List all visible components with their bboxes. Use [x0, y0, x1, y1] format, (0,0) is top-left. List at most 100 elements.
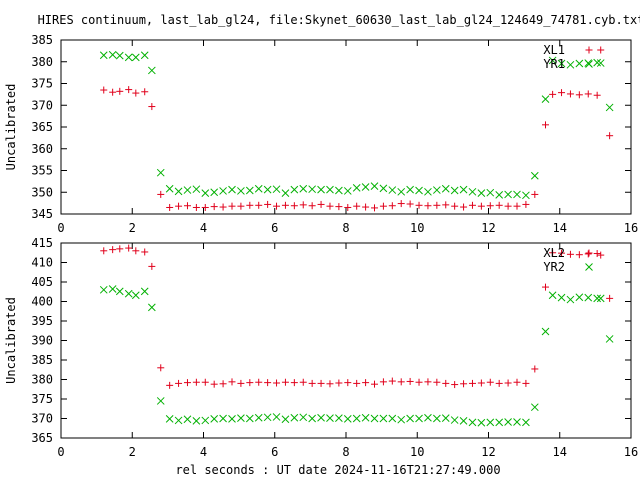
data-point — [192, 185, 201, 194]
data-point — [597, 46, 605, 54]
data-point — [272, 413, 281, 421]
data-point — [299, 378, 307, 386]
data-point — [486, 418, 495, 427]
x-tick-label: 16 — [624, 221, 638, 235]
data-point — [557, 59, 566, 68]
data-point — [460, 203, 468, 211]
data-point — [606, 294, 614, 302]
data-point — [131, 291, 140, 300]
data-point — [183, 186, 192, 194]
data-point — [593, 294, 602, 303]
data-point — [566, 295, 575, 304]
data-point — [575, 59, 584, 68]
x-axis-label: rel seconds : UT date 2024-11-16T21:27:4… — [175, 463, 500, 477]
data-point — [326, 202, 334, 210]
data-point — [246, 379, 254, 387]
data-point — [442, 379, 450, 387]
data-point — [165, 415, 174, 423]
x-tick-label: 10 — [410, 445, 424, 459]
data-point — [468, 418, 477, 427]
data-point — [237, 414, 245, 422]
data-point — [281, 189, 290, 197]
data-point — [147, 66, 156, 75]
y-tick-label: 370 — [31, 98, 53, 112]
data-point — [255, 201, 263, 209]
data-point — [575, 251, 583, 259]
data-point — [273, 379, 281, 387]
data-point — [596, 59, 605, 67]
data-point — [125, 244, 133, 252]
data-point — [362, 379, 370, 387]
data-point — [109, 246, 117, 254]
data-point — [299, 413, 308, 422]
data-point — [156, 397, 165, 405]
data-point — [228, 202, 236, 210]
data-point — [192, 203, 200, 211]
data-point — [460, 380, 468, 388]
data-point — [549, 90, 557, 98]
y-tick-label: 365 — [31, 120, 53, 134]
data-point — [495, 201, 503, 209]
data-point — [531, 365, 539, 373]
data-point — [115, 287, 124, 296]
series-yr1 — [99, 50, 614, 200]
data-point — [548, 56, 557, 65]
data-point — [495, 418, 504, 427]
data-point — [140, 287, 149, 296]
data-point — [246, 201, 254, 209]
data-point — [335, 414, 343, 422]
data-point — [361, 183, 370, 191]
data-point — [352, 414, 361, 423]
data-point — [174, 416, 183, 425]
legend-label: XL2 — [543, 246, 565, 260]
data-point — [228, 185, 236, 194]
data-point — [99, 51, 108, 60]
data-point — [441, 184, 450, 193]
data-point — [264, 379, 272, 387]
data-point — [415, 414, 423, 423]
data-point — [424, 202, 432, 210]
data-point — [504, 202, 512, 210]
data-point — [148, 103, 156, 111]
data-point — [352, 184, 361, 192]
x-tick-label: 0 — [57, 445, 64, 459]
data-point — [397, 378, 405, 386]
data-point — [148, 262, 156, 270]
data-point — [210, 380, 218, 388]
data-point — [477, 379, 485, 387]
data-point — [606, 132, 614, 140]
y-tick-label: 390 — [31, 334, 53, 348]
data-point — [272, 185, 281, 194]
data-point — [183, 379, 191, 387]
data-point — [596, 294, 605, 303]
data-point — [166, 381, 174, 389]
data-point — [326, 380, 334, 388]
data-point — [504, 190, 512, 199]
data-point — [486, 378, 494, 386]
data-point — [388, 377, 396, 385]
x-tick-label: 16 — [624, 445, 638, 459]
series-xl2 — [100, 244, 614, 389]
data-point — [290, 202, 298, 210]
data-point — [477, 202, 485, 210]
data-point — [116, 245, 124, 253]
data-point — [125, 86, 133, 94]
data-point — [584, 90, 592, 98]
data-point — [388, 186, 397, 194]
legend-label: XL1 — [543, 43, 565, 57]
data-point — [371, 380, 378, 388]
data-point — [370, 414, 379, 423]
data-point — [388, 414, 397, 423]
data-point — [263, 185, 272, 194]
y-tick-label: 380 — [31, 55, 53, 69]
y-tick-label: 375 — [31, 392, 53, 406]
data-point — [424, 413, 432, 422]
data-point — [584, 250, 592, 258]
x-tick-label: 14 — [553, 221, 567, 235]
data-point — [264, 200, 272, 208]
data-point — [147, 303, 156, 312]
data-point — [379, 184, 388, 193]
legend-label: YR1 — [543, 57, 565, 71]
data-point — [237, 379, 245, 387]
